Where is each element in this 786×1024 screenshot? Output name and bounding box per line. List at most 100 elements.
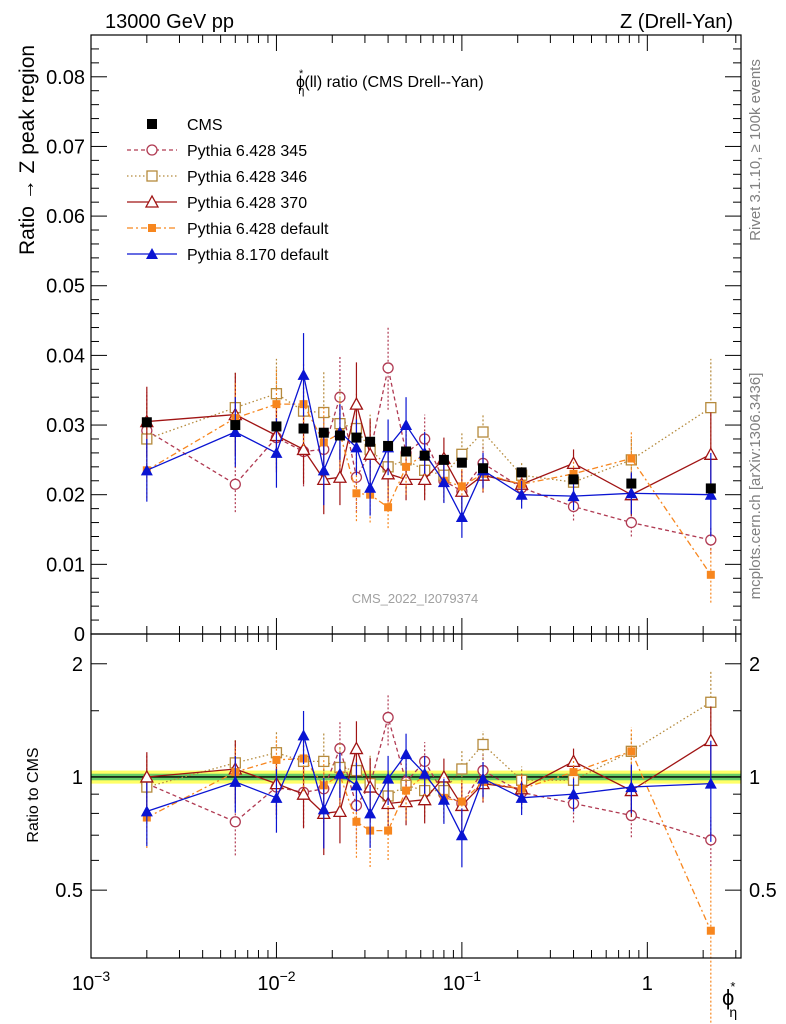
x-tick-base: 10 <box>72 973 94 995</box>
x-tick-labels: 10−3 10−2 10−1 1 <box>72 968 653 995</box>
ratio-y-axis-label: Ratio to CMS <box>25 747 42 842</box>
series-p345 <box>141 326 717 554</box>
plot-title: ϕ* η(ll) ratio (CMS Drell--Yan) <box>296 68 484 97</box>
point-cms <box>298 423 309 434</box>
ratio-point-p6def <box>272 755 281 764</box>
ratio-point-p8def <box>229 775 242 787</box>
point-p6def <box>352 489 361 498</box>
y-tick-label: 2 <box>72 654 83 676</box>
legend-label-p345: Pythia 6.428 345 <box>187 143 307 160</box>
point-p8def <box>317 464 330 476</box>
point-cms <box>438 454 449 465</box>
point-cms <box>516 467 527 478</box>
ratio-point-p8def <box>477 772 490 784</box>
ratio-line-p346 <box>146 701 712 797</box>
point-cms <box>351 432 362 443</box>
y-tick-label-right: 1 <box>749 767 760 789</box>
ratio-line-p345 <box>146 714 712 841</box>
point-p6def <box>569 469 578 478</box>
point-p345 <box>382 362 394 374</box>
point-p8def <box>350 441 363 453</box>
ratio-plot-frame <box>90 633 742 959</box>
point-cms <box>456 457 467 468</box>
legend-label-p370: Pythia 6.428 370 <box>187 195 307 212</box>
legend-marker-p8def <box>146 248 158 259</box>
legend-label-p8def: Pythia 8.170 default <box>187 247 329 264</box>
ratio-point-p8def <box>567 788 580 800</box>
legend-marker-p6def <box>148 224 156 232</box>
y-tick-label: 0.04 <box>46 345 85 367</box>
ratio-point-p370 <box>139 769 154 783</box>
point-p370 <box>363 446 378 460</box>
series-cms <box>141 417 716 494</box>
ratio-point-p370 <box>349 741 364 755</box>
y-tick-label: 0.5 <box>55 880 83 902</box>
legend-entry-p346: Pythia 6.428 346 <box>127 169 307 186</box>
legend-marker-cms <box>147 119 157 129</box>
ratio-point-p370 <box>566 754 581 768</box>
ratio-point-p8def <box>317 803 330 815</box>
ratio-point-p8def <box>455 829 468 841</box>
y-tick-label: 0.02 <box>46 485 85 507</box>
ratio-point-p8def <box>515 791 528 803</box>
point-p370 <box>349 396 364 410</box>
x-tick-base: 10 <box>257 973 279 995</box>
ratio-point-p370 <box>417 792 432 806</box>
y-tick-label: 0.07 <box>46 136 85 158</box>
point-p345 <box>229 478 241 490</box>
ratio-point-p346 <box>456 763 468 775</box>
point-p8def <box>140 464 153 476</box>
ratio-point-p8def <box>400 748 413 760</box>
ratio-point-p346 <box>705 696 717 708</box>
ratio-series-layer <box>139 670 718 1024</box>
x-label-eta: η <box>729 1004 737 1020</box>
x-tick-label: 1 <box>642 973 653 995</box>
point-p345 <box>625 516 637 529</box>
legend-label-p346: Pythia 6.428 346 <box>187 169 307 186</box>
point-cms <box>568 474 579 485</box>
point-p370 <box>332 469 348 483</box>
y-tick-label: 0.06 <box>46 206 85 228</box>
x-axis-label: ϕ* η <box>722 979 737 1020</box>
legend-marker-p370 <box>144 194 160 208</box>
ratio-line-p370 <box>146 739 712 815</box>
ratio-point-p8def <box>418 767 431 779</box>
series-p8def <box>140 333 717 538</box>
y-tick-label: 0.05 <box>46 276 85 298</box>
point-p8def <box>437 476 450 488</box>
title-phi: ϕ <box>296 74 305 91</box>
point-cms <box>318 427 329 438</box>
point-cms <box>478 463 489 474</box>
ratio-point-p8def <box>333 767 346 779</box>
ratio-y-tick-labels: 0.5 0.5 1 1 2 2 <box>55 654 777 902</box>
point-p6def <box>706 570 715 579</box>
ratio-point-p8def <box>297 729 310 741</box>
series-line-p370 <box>146 403 712 496</box>
ratio-point-p370 <box>296 786 311 800</box>
x-tick-label: 10−1 <box>443 968 481 995</box>
ratio-point-p8def <box>364 807 377 819</box>
point-p8def <box>400 419 413 431</box>
ratio-point-p8def <box>625 781 638 793</box>
point-cms <box>383 440 394 451</box>
title-eta: η <box>298 85 304 97</box>
title-star: * <box>299 68 304 80</box>
x-tick-exponent: −3 <box>94 968 110 984</box>
point-p370 <box>398 472 414 486</box>
ratio-point-p345 <box>229 816 241 828</box>
point-p6def <box>627 454 636 463</box>
ratio-point-p6def <box>706 926 715 935</box>
point-cms <box>419 450 430 461</box>
legend-entry-p370: Pythia 6.428 370 <box>127 194 307 212</box>
point-cms <box>141 417 152 428</box>
point-p6def <box>272 400 281 409</box>
legend-entry-cms: CMS <box>147 117 223 134</box>
legend-entry-p8def: Pythia 8.170 default <box>127 247 329 264</box>
source-url-label: mcplots.cern.ch [arXiv:1306.3436] <box>747 373 764 600</box>
cms-uncertainty-band <box>91 770 741 784</box>
point-cms <box>334 430 345 441</box>
point-p6def <box>402 462 411 471</box>
ratio-point-p8def <box>437 793 450 805</box>
y-tick-label: 1 <box>72 767 83 789</box>
